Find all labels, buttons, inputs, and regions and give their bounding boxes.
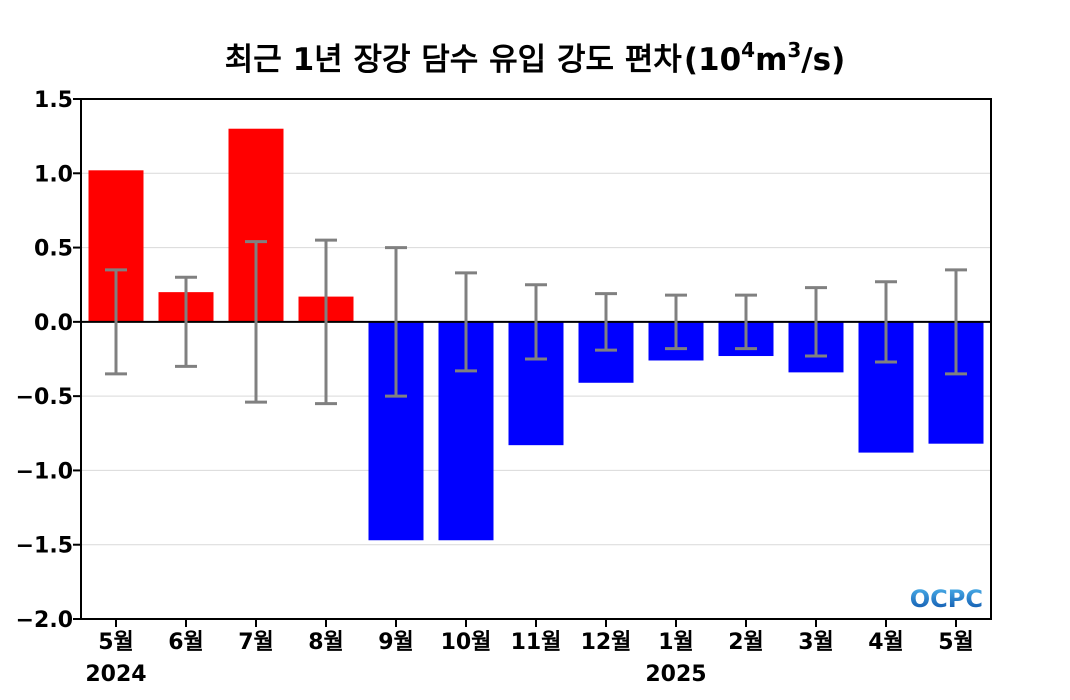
error-bar bbox=[735, 293, 757, 351]
y-tick-label: 1.5 bbox=[34, 88, 73, 113]
error-bar bbox=[245, 240, 267, 404]
x-tick-label: 2월 bbox=[728, 630, 764, 655]
x-tick-label: 5월 bbox=[98, 630, 134, 655]
chart-title-main: 최근 1년 장강 담수 유입 강도 편차 bbox=[225, 42, 683, 78]
title-unit-mid: m bbox=[755, 42, 787, 78]
error-bar bbox=[175, 275, 197, 368]
error-bar bbox=[525, 283, 547, 361]
title-unit-exp2: 3 bbox=[787, 38, 801, 62]
error-bar bbox=[805, 286, 827, 358]
x-tick-label: 4월 bbox=[868, 630, 904, 655]
error-bar bbox=[945, 268, 967, 376]
ocpc-logo: OCPC bbox=[910, 585, 983, 613]
error-bars bbox=[105, 238, 967, 406]
error-bar bbox=[875, 280, 897, 364]
title-unit-suffix: /s) bbox=[801, 42, 845, 78]
year-label: 2025 bbox=[645, 662, 706, 687]
x-tick-label: 11월 bbox=[511, 630, 562, 655]
error-bar bbox=[315, 238, 337, 406]
error-bar bbox=[385, 246, 407, 398]
x-tick-label: 8월 bbox=[308, 630, 344, 655]
y-axis: 1.5 1.0 0.5 0.0 −0.5 −1.0 −1.5 −2.0 bbox=[16, 88, 81, 633]
x-tick-label: 12월 bbox=[581, 630, 632, 655]
y-tick-label: −2.0 bbox=[16, 608, 73, 633]
y-tick-label: 0.5 bbox=[34, 237, 73, 262]
year-label: 2024 bbox=[85, 662, 146, 687]
y-tick-label: 0.0 bbox=[34, 311, 73, 336]
x-axis: 5월 6월 7월 8월 9월 10월 11월 12월 1월 2월 3월 4월 5월 2024 2025 bbox=[85, 619, 974, 687]
y-tick-label: 1.0 bbox=[34, 162, 73, 187]
bars bbox=[88, 128, 984, 541]
title-unit-exp1: 4 bbox=[741, 38, 755, 62]
error-bar bbox=[105, 268, 127, 376]
x-tick-label: 7월 bbox=[238, 630, 274, 655]
x-tick-label: 5월 bbox=[938, 630, 974, 655]
x-tick-label: 1월 bbox=[658, 630, 694, 655]
y-tick-label: −1.5 bbox=[16, 534, 73, 559]
title-unit-prefix: (10 bbox=[684, 42, 741, 78]
error-bar bbox=[595, 292, 617, 352]
logo-text: OCPC bbox=[910, 585, 983, 613]
x-tick-label: 10월 bbox=[441, 630, 492, 655]
error-bar bbox=[455, 271, 477, 373]
x-tick-label: 9월 bbox=[378, 630, 414, 655]
y-tick-label: −0.5 bbox=[16, 385, 73, 410]
x-tick-label: 3월 bbox=[798, 630, 834, 655]
chart-title: 최근 1년 장강 담수 유입 강도 편차(104m3/s) bbox=[225, 38, 846, 78]
y-tick-label: −1.0 bbox=[16, 459, 73, 484]
x-tick-label: 6월 bbox=[168, 630, 204, 655]
error-bar bbox=[665, 293, 687, 351]
